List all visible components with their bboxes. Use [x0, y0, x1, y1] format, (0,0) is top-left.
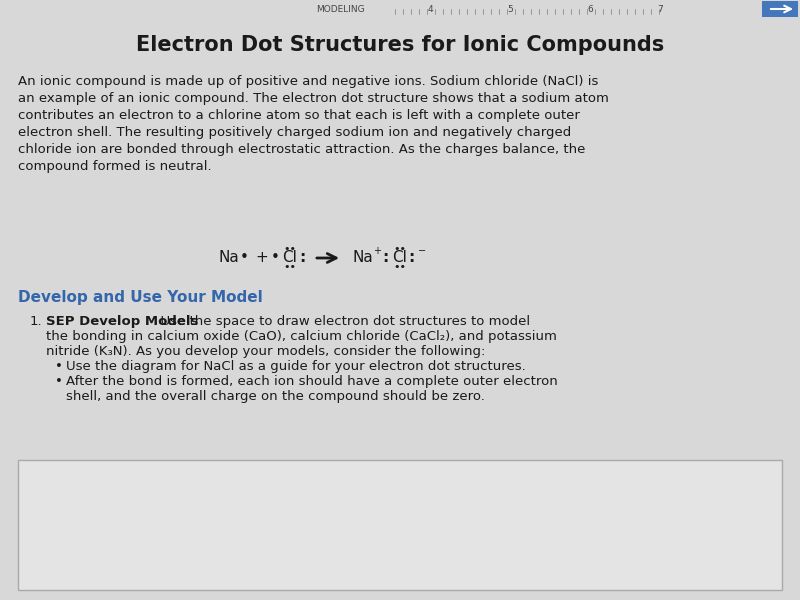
Text: Electron Dot Structures for Ionic Compounds: Electron Dot Structures for Ionic Compou… — [136, 35, 664, 55]
Text: nitride (K₃N). As you develop your models, consider the following:: nitride (K₃N). As you develop your model… — [46, 345, 486, 358]
FancyBboxPatch shape — [18, 460, 782, 590]
Text: :: : — [408, 251, 414, 265]
Text: contributes an electron to a chlorine atom so that each is left with a complete : contributes an electron to a chlorine at… — [18, 109, 580, 122]
Text: ••: •• — [393, 262, 406, 272]
Text: Na: Na — [218, 251, 238, 265]
Text: 4: 4 — [427, 4, 433, 13]
Text: ••: •• — [283, 244, 296, 254]
Text: ••: •• — [393, 244, 406, 254]
Text: Use the space to draw electron dot structures to model: Use the space to draw electron dot struc… — [152, 315, 530, 328]
Text: SEP Develop Models: SEP Develop Models — [46, 315, 198, 328]
Text: 1.: 1. — [30, 315, 42, 328]
Text: Cl: Cl — [282, 251, 297, 265]
Text: •: • — [271, 251, 280, 265]
Text: ••: •• — [283, 262, 296, 272]
Text: chloride ion are bonded through electrostatic attraction. As the charges balance: chloride ion are bonded through electros… — [18, 143, 586, 156]
Text: 7: 7 — [657, 4, 663, 13]
Text: +: + — [373, 246, 381, 256]
Text: :: : — [382, 251, 388, 265]
Text: shell, and the overall charge on the compound should be zero.: shell, and the overall charge on the com… — [66, 390, 485, 403]
Text: An ionic compound is made up of positive and negative ions. Sodium chloride (NaC: An ionic compound is made up of positive… — [18, 75, 598, 88]
Text: Develop and Use Your Model: Develop and Use Your Model — [18, 290, 262, 305]
Text: •: • — [55, 375, 63, 388]
Text: After the bond is formed, each ion should have a complete outer electron: After the bond is formed, each ion shoul… — [66, 375, 558, 388]
Text: compound formed is neutral.: compound formed is neutral. — [18, 160, 212, 173]
Text: •: • — [55, 360, 63, 373]
Text: electron shell. The resulting positively charged sodium ion and negatively charg: electron shell. The resulting positively… — [18, 126, 571, 139]
Text: Use the diagram for NaCl as a guide for your electron dot structures.: Use the diagram for NaCl as a guide for … — [66, 360, 526, 373]
Text: :: : — [299, 251, 306, 265]
Text: MODELING: MODELING — [316, 4, 364, 13]
Text: Cl: Cl — [392, 251, 407, 265]
Text: an example of an ionic compound. The electron dot structure shows that a sodium : an example of an ionic compound. The ele… — [18, 92, 609, 105]
Text: •: • — [240, 251, 249, 265]
Text: 6: 6 — [587, 4, 593, 13]
Text: Na: Na — [352, 251, 373, 265]
Text: −: − — [418, 246, 426, 256]
Text: the bonding in calcium oxide (CaO), calcium chloride (CaCl₂), and potassium: the bonding in calcium oxide (CaO), calc… — [46, 330, 557, 343]
Text: 5: 5 — [507, 4, 513, 13]
FancyBboxPatch shape — [762, 1, 798, 17]
Text: +: + — [255, 251, 268, 265]
